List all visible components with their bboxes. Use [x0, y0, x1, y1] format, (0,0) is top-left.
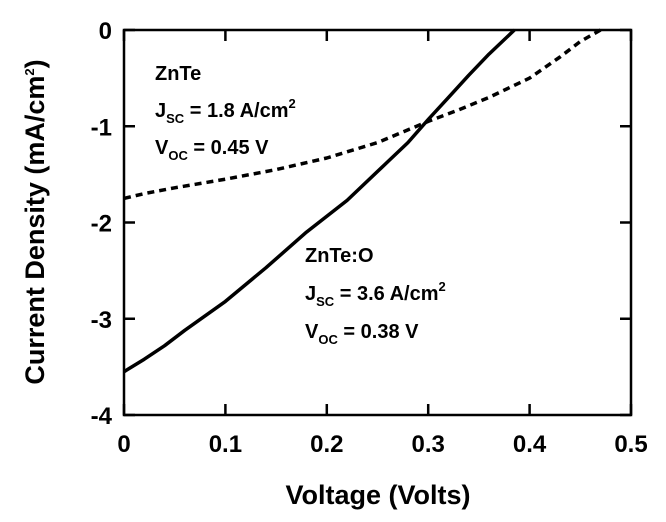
y-tick-label: -3 [91, 307, 112, 334]
x-tick-label: 0.1 [209, 431, 242, 458]
series-layer [123, 28, 602, 374]
series-line-znte-o [123, 28, 516, 374]
annotation-znte-label: ZnTe [155, 63, 201, 85]
tick-marks [122, 28, 633, 417]
annotation-znteo-voc: VOC = 0.38 V [305, 321, 419, 347]
annotation-znteo-jsc: JSC = 3.6 A/cm2 [305, 279, 446, 309]
x-tick-label: 0.2 [310, 431, 343, 458]
y-tick-label: -2 [91, 211, 112, 238]
annotation-znteo-label: ZnTe:O [305, 245, 374, 267]
plot-frame [122, 28, 633, 417]
x-axis-title: Voltage (Volts) [285, 480, 470, 510]
annotation-znte-jsc: JSC = 1.8 A/cm2 [155, 96, 296, 126]
y-axis-title: Current Density (mA/cm2) [20, 59, 50, 384]
x-tick-label: 0.5 [614, 431, 647, 458]
tick-labels: 0 0.1 0.2 0.3 0.4 0.5 0 -1 -2 -3 -4 [91, 18, 648, 458]
annotation-znte-voc: VOC = 0.45 V [155, 137, 269, 163]
annotation-znteo: ZnTe:O JSC = 3.6 A/cm2 VOC = 0.38 V [305, 245, 446, 347]
y-tick-label: -4 [91, 403, 113, 430]
annotation-znte: ZnTe JSC = 1.8 A/cm2 VOC = 0.45 V [155, 63, 296, 163]
x-tick-label: 0.4 [513, 431, 547, 458]
x-tick-label: 0 [117, 431, 130, 458]
y-tick-label: -1 [91, 114, 112, 141]
series-line-znte [123, 28, 602, 201]
x-tick-label: 0.3 [412, 431, 445, 458]
y-tick-label: 0 [99, 18, 112, 45]
